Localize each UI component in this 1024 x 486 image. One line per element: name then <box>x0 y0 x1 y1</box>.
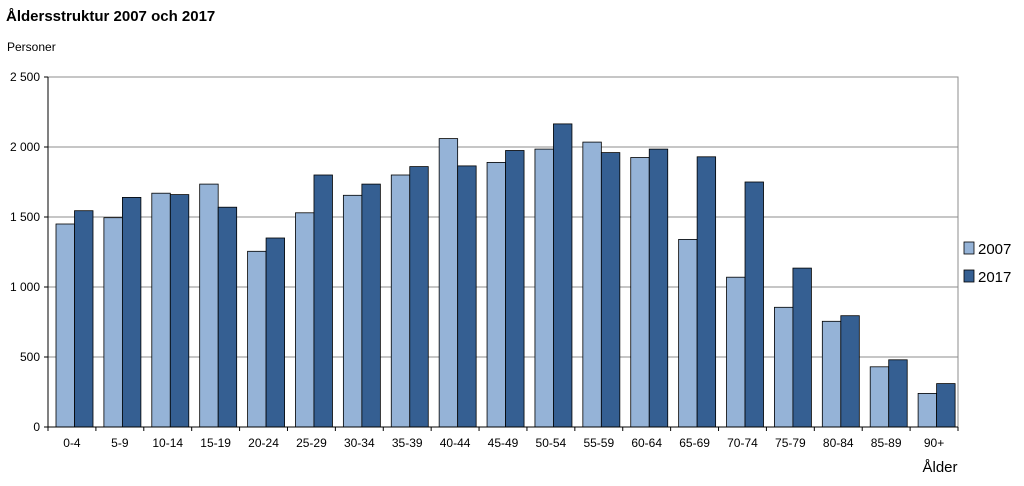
bar-2007-15-19 <box>199 183 219 428</box>
bar-2007-75-79 <box>774 306 794 428</box>
bar-2007-50-54 <box>534 148 554 428</box>
y-tick-label: 2 000 <box>10 140 40 154</box>
bar-2017-90+ <box>936 383 956 428</box>
legend-swatch-2017 <box>963 269 975 283</box>
y-axis-ticks: 0 500 1 000 1 500 2 000 2 500 <box>10 70 48 434</box>
bar-2017-65-69 <box>696 156 717 428</box>
bar-2007-25-29 <box>295 212 315 428</box>
bar-2007-80-84 <box>821 320 842 428</box>
legend-label-2017: 2017 <box>978 269 1011 286</box>
y-tick-label: 500 <box>20 350 40 364</box>
bar-2007-35-39 <box>390 174 411 428</box>
bar-2017-20-24 <box>265 237 285 428</box>
x-tick-label: 30-34 <box>344 436 375 450</box>
bar-2007-90+ <box>917 392 938 428</box>
bar-2007-45-49 <box>486 161 506 428</box>
legend-swatch-2007 <box>963 241 975 255</box>
x-tick-label: 0-4 <box>63 436 81 450</box>
y-tick-label: 1 500 <box>10 210 40 224</box>
bar-2017-30-34 <box>361 183 381 428</box>
bar-2007-55-59 <box>582 141 602 428</box>
legend-label-2007: 2007 <box>978 241 1011 258</box>
bar-2007-40-44 <box>438 138 459 428</box>
bar-2017-40-44 <box>457 165 477 428</box>
bar-2017-5-9 <box>121 196 142 428</box>
x-tick-label: 65-69 <box>679 436 710 450</box>
chart-title: Åldersstruktur 2007 och 2017 <box>6 8 216 25</box>
x-tick-label: 70-74 <box>727 436 758 450</box>
bar-2007-20-24 <box>247 250 267 428</box>
legend: 2007 2017 <box>963 241 1011 286</box>
bar-2007-65-69 <box>678 238 698 428</box>
x-tick-label: 45-49 <box>488 436 519 450</box>
x-tick-label: 35-39 <box>392 436 423 450</box>
bar-2017-45-49 <box>505 150 525 428</box>
bar-2017-80-84 <box>840 315 860 428</box>
x-tick-label: 75-79 <box>775 436 806 450</box>
x-tick-label: 25-29 <box>296 436 327 450</box>
bar-2017-55-59 <box>600 152 621 428</box>
x-tick-label: 80-84 <box>823 436 854 450</box>
x-tick-label: 50-54 <box>536 436 567 450</box>
bar-2017-85-89 <box>888 359 908 428</box>
bars <box>55 123 956 428</box>
x-tick-label: 40-44 <box>440 436 471 450</box>
bar-2017-75-79 <box>792 267 812 428</box>
bar-2007-0-4 <box>55 223 75 428</box>
bar-2017-50-54 <box>553 123 573 428</box>
y-tick-label: 1 000 <box>10 280 40 294</box>
y-tick-label: 2 500 <box>10 70 40 84</box>
x-tick-label: 55-59 <box>583 436 614 450</box>
x-axis-ticks: 0-4 5-9 10-14 15-19 20-24 25-29 30-34 35-39 40-4… <box>47 427 959 450</box>
bar-2007-85-89 <box>869 366 890 428</box>
bar-2017-25-29 <box>313 174 333 428</box>
x-tick-label: 85-89 <box>871 436 902 450</box>
x-tick-label: 90+ <box>924 436 944 450</box>
bar-2017-10-14 <box>169 194 190 428</box>
bar-2017-15-19 <box>217 206 238 428</box>
bar-2007-70-74 <box>726 276 746 428</box>
bar-2017-35-39 <box>409 166 429 428</box>
bar-2017-60-64 <box>648 148 669 428</box>
bar-2007-5-9 <box>103 217 123 428</box>
x-tick-label: 5-9 <box>111 436 129 450</box>
bar-2007-10-14 <box>151 192 171 428</box>
x-axis-title: Ålder <box>922 459 957 476</box>
bar-2017-0-4 <box>74 210 94 428</box>
y-axis-unit-label: Personer <box>7 40 56 54</box>
x-tick-label: 15-19 <box>200 436 231 450</box>
x-tick-label: 10-14 <box>152 436 183 450</box>
x-tick-label: 60-64 <box>631 436 662 450</box>
bar-2007-60-64 <box>630 157 650 428</box>
bar-2017-70-74 <box>744 181 764 428</box>
plot-frame <box>47 76 959 428</box>
bar-2007-30-34 <box>342 194 363 428</box>
y-tick-label: 0 <box>33 420 40 434</box>
x-tick-label: 20-24 <box>248 436 279 450</box>
